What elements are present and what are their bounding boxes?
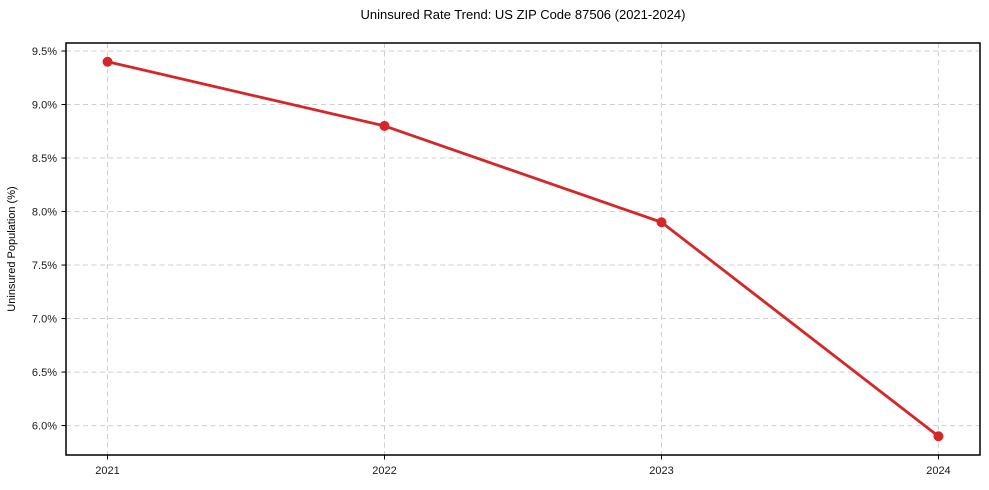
plot-area: 6.0% 6.5% 7.0% 7.5% 8.0% 8.5% 9.0% 9.5% 2021 2022… [32,42,981,477]
x-tick-label: 2021 [95,465,119,477]
y-tick-label: 9.5% [32,46,57,58]
data-point [656,217,667,228]
x-tick-label: 2023 [649,465,673,477]
chart-title: Uninsured Rate Trend: US ZIP Code 87506 … [360,7,686,22]
y-tick-label: 6.0% [32,421,57,433]
data-point [102,56,113,67]
data-point [379,120,390,131]
x-tick-label: 2024 [926,465,950,477]
y-axis-label: Uninsured Population (%) [6,186,18,312]
data-line [106,60,940,438]
y-tick-label: 9.0% [32,100,57,112]
plot-border [65,42,981,456]
y-tick-label: 8.0% [32,207,57,219]
y-tick-label: 8.5% [32,153,57,165]
y-tick-label: 7.5% [32,260,57,272]
y-tick-label: 6.5% [32,367,57,379]
x-tick-label: 2022 [372,465,396,477]
data-point [933,431,944,442]
y-tick-label: 7.0% [32,314,57,326]
